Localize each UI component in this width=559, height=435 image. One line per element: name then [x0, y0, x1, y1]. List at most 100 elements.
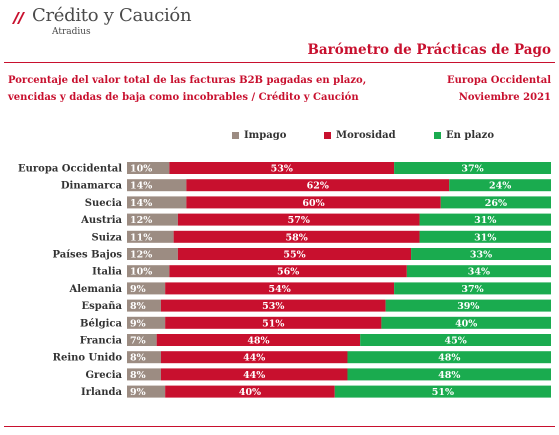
category-label-belgica: Bélgica: [80, 318, 122, 329]
bar-impago-irlanda: [127, 385, 166, 398]
data-label-impago-reino-unido: 8%: [130, 353, 146, 364]
data-label-en-plazo-italia: 34%: [468, 267, 490, 278]
brand-sub: Atradius: [52, 27, 91, 37]
category-label-grecia: Grecia: [85, 370, 122, 381]
data-label-morosidad-suiza: 58%: [285, 232, 307, 243]
data-label-morosidad-belgica: 51%: [262, 318, 284, 329]
data-label-morosidad-europa-occidental: 53%: [271, 164, 293, 175]
legend-item-morosidad: Morosidad: [324, 130, 396, 141]
bar-morosidad-paises-bajos: [177, 248, 412, 260]
data-label-en-plazo-reino-unido: 48%: [438, 353, 460, 364]
data-label-morosidad-reino-unido: 44%: [243, 353, 265, 364]
bar-impago-paises-bajos: [127, 248, 178, 260]
category-label-austria: Austria: [80, 215, 122, 226]
data-label-impago-italia: 10%: [130, 267, 152, 278]
bar-impago-espana: [127, 299, 161, 312]
bar-impago-francia: [127, 334, 157, 346]
data-label-morosidad-francia: 48%: [247, 336, 269, 347]
legend-label-morosidad: Morosidad: [336, 130, 396, 141]
category-label-italia: Italia: [92, 267, 122, 278]
legend-item-en-plazo: En plazo: [434, 130, 494, 141]
bar-en-plazo-italia: [406, 265, 551, 278]
legend-swatch-morosidad: [324, 132, 331, 139]
bar-impago-grecia: [127, 368, 161, 381]
legend-item-impago: Impago: [232, 130, 286, 141]
category-label-dinamarca: Dinamarca: [61, 181, 123, 192]
subtitle-line-1: Porcentaje del valor total de las factur…: [8, 75, 367, 86]
bar-morosidad-irlanda: [165, 385, 335, 398]
category-label-alemania: Alemania: [68, 284, 122, 295]
bar-impago-austria: [127, 213, 178, 226]
data-label-en-plazo-belgica: 40%: [455, 318, 477, 329]
bar-morosidad-belgica: [165, 316, 382, 329]
bar-en-plazo-francia: [360, 334, 551, 346]
data-label-morosidad-dinamarca: 62%: [307, 181, 329, 192]
bar-en-plazo-alemania: [394, 282, 551, 295]
data-label-en-plazo-espana: 39%: [457, 301, 479, 312]
data-label-impago-espana: 8%: [130, 301, 146, 312]
bar-en-plazo-austria: [419, 213, 551, 226]
data-label-en-plazo-irlanda: 51%: [432, 387, 454, 398]
data-label-morosidad-italia: 56%: [277, 267, 299, 278]
bar-en-plazo-suiza: [419, 230, 551, 243]
bar-morosidad-austria: [177, 213, 420, 226]
bar-morosidad-grecia: [160, 368, 348, 381]
bar-impago-italia: [127, 265, 170, 278]
legend-label-en-plazo: En plazo: [446, 130, 494, 141]
data-label-impago-dinamarca: 14%: [130, 181, 152, 192]
bar-en-plazo-irlanda: [334, 385, 551, 398]
bar-en-plazo-europa-occidental: [394, 162, 551, 174]
bar-morosidad-francia: [156, 334, 361, 346]
bar-impago-belgica: [127, 316, 166, 329]
legend-swatch-en-plazo: [434, 132, 441, 139]
bar-morosidad-italia: [169, 265, 407, 278]
bar-impago-suiza: [127, 230, 174, 243]
region-label: Europa Occidental: [447, 75, 551, 86]
chart-meta: Europa Occidental Noviembre 2021: [447, 72, 551, 106]
bar-morosidad-suiza: [173, 230, 420, 243]
footer-divider: [4, 426, 555, 427]
data-label-morosidad-irlanda: 40%: [239, 387, 261, 398]
category-label-suecia: Suecia: [85, 198, 123, 209]
header-divider: [4, 62, 555, 63]
bar-en-plazo-dinamarca: [449, 179, 551, 192]
category-label-irlanda: Irlanda: [81, 387, 122, 398]
data-label-impago-europa-occidental: 10%: [130, 164, 152, 175]
data-label-impago-grecia: 8%: [130, 370, 146, 381]
bar-en-plazo-paises-bajos: [411, 248, 551, 260]
brand-name: Crédito y Caución: [32, 5, 192, 26]
bar-en-plazo-grecia: [347, 368, 551, 381]
data-label-en-plazo-alemania: 37%: [461, 284, 483, 295]
data-label-impago-austria: 12%: [130, 215, 152, 226]
data-label-impago-belgica: 9%: [130, 318, 146, 329]
category-label-paises-bajos: Países Bajos: [53, 250, 123, 261]
bar-en-plazo-suecia: [440, 196, 551, 209]
bar-en-plazo-espana: [385, 299, 551, 312]
legend: Impago Morosidad En plazo: [0, 130, 559, 144]
data-label-morosidad-grecia: 44%: [243, 370, 265, 381]
subtitle-line-2: vencidas y dadas de baja como incobrable…: [8, 92, 359, 103]
data-label-morosidad-alemania: 54%: [269, 284, 291, 295]
category-label-espana: España: [82, 301, 123, 312]
bar-impago-europa-occidental: [127, 162, 170, 174]
chart-subtitle: Porcentaje del valor total de las factur…: [8, 72, 368, 106]
bar-impago-alemania: [127, 282, 166, 295]
data-label-impago-francia: 7%: [130, 336, 146, 347]
bar-impago-suecia: [127, 196, 187, 209]
bar-en-plazo-belgica: [381, 316, 551, 329]
data-label-en-plazo-francia: 45%: [444, 336, 466, 347]
bar-en-plazo-reino-unido: [347, 351, 551, 364]
bar-impago-reino-unido: [127, 351, 161, 364]
bar-morosidad-reino-unido: [160, 351, 348, 364]
data-label-impago-paises-bajos: 12%: [130, 250, 152, 261]
data-label-impago-suiza: 11%: [130, 232, 152, 243]
data-label-en-plazo-grecia: 48%: [438, 370, 460, 381]
data-label-morosidad-suecia: 60%: [302, 198, 324, 209]
bar-morosidad-dinamarca: [186, 179, 450, 192]
bar-impago-dinamarca: [127, 179, 187, 192]
category-label-francia: Francia: [80, 336, 123, 347]
data-label-en-plazo-europa-occidental: 37%: [461, 164, 483, 175]
data-label-en-plazo-austria: 31%: [474, 215, 496, 226]
category-label-reino-unido: Reino Unido: [53, 353, 123, 364]
